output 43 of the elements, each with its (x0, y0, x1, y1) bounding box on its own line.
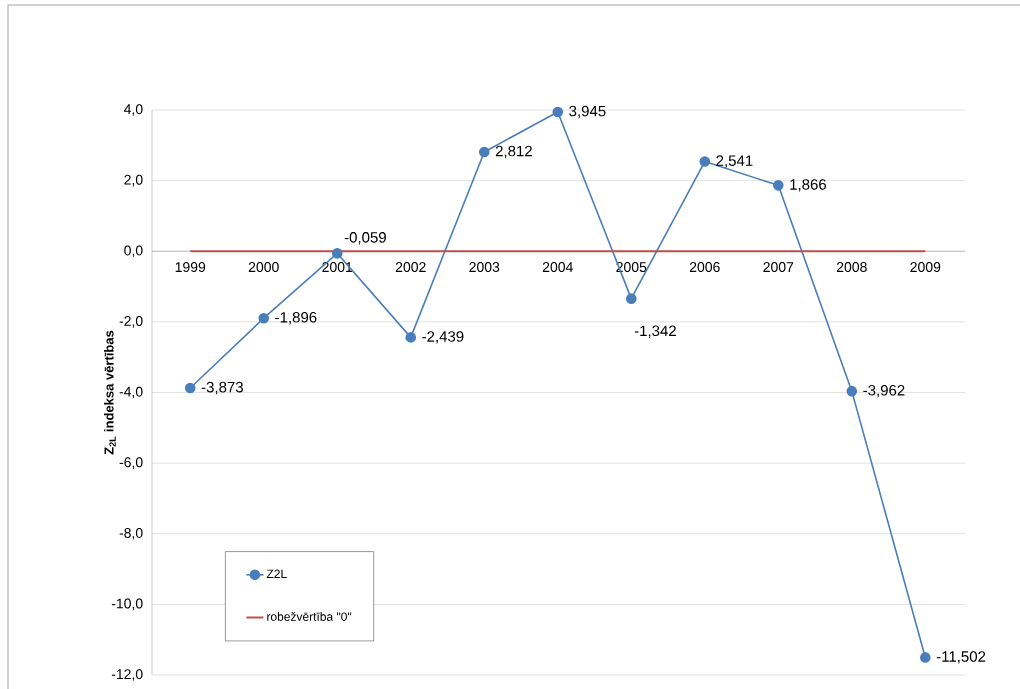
data-label: 2,541 (716, 155, 753, 168)
x-tick-label: 1999 (175, 262, 206, 273)
data-label: -3,873 (201, 381, 243, 395)
y-tick-label: 0,0 (124, 245, 143, 258)
x-tick-label: 2007 (763, 262, 794, 273)
x-tick-label: 2004 (542, 262, 573, 273)
point (552, 106, 564, 118)
y-tick-label: 2,0 (124, 174, 143, 187)
y-tick-label: -12,0 (111, 669, 143, 681)
data-label: -2,439 (422, 331, 464, 344)
point (773, 180, 784, 191)
y-tick-label: -8,0 (119, 527, 143, 540)
x-tick-label: 2006 (689, 262, 720, 273)
legend-label: robežvērtība "0" (267, 612, 352, 621)
y-tick-label: 4,0 (123, 104, 143, 116)
x-tick-label: 2002 (395, 262, 426, 273)
data-label: 2,812 (495, 145, 532, 159)
point (478, 146, 490, 158)
data-label: -1,342 (634, 325, 676, 338)
y-tick-label: -10,0 (111, 598, 143, 611)
point (331, 248, 343, 259)
data-label: -1,896 (275, 312, 317, 325)
point (699, 156, 711, 167)
y-axis-title: Z$_{2L}$ indeksa vērtības (104, 330, 116, 455)
point (184, 382, 196, 394)
data-label: -0,059 (344, 232, 386, 245)
point (258, 312, 270, 324)
y-tick-label: -4,0 (119, 386, 143, 399)
x-tick-label: 2000 (248, 262, 279, 273)
point (846, 385, 858, 397)
y-tick-label: -2,0 (119, 316, 143, 328)
data-label: -3,962 (863, 384, 905, 398)
y-tick-label: -6,0 (119, 457, 143, 469)
point (920, 652, 931, 663)
point (405, 332, 417, 343)
data-label: 1,866 (790, 179, 827, 192)
data-label: 3,945 (569, 105, 606, 119)
x-tick-label: 2009 (910, 262, 941, 273)
x-tick-label: 2008 (836, 262, 867, 273)
legend-label: Z2L (266, 569, 287, 578)
data-label: -11,502 (936, 651, 986, 664)
x-tick-label: 2003 (469, 262, 500, 273)
point (625, 293, 637, 304)
